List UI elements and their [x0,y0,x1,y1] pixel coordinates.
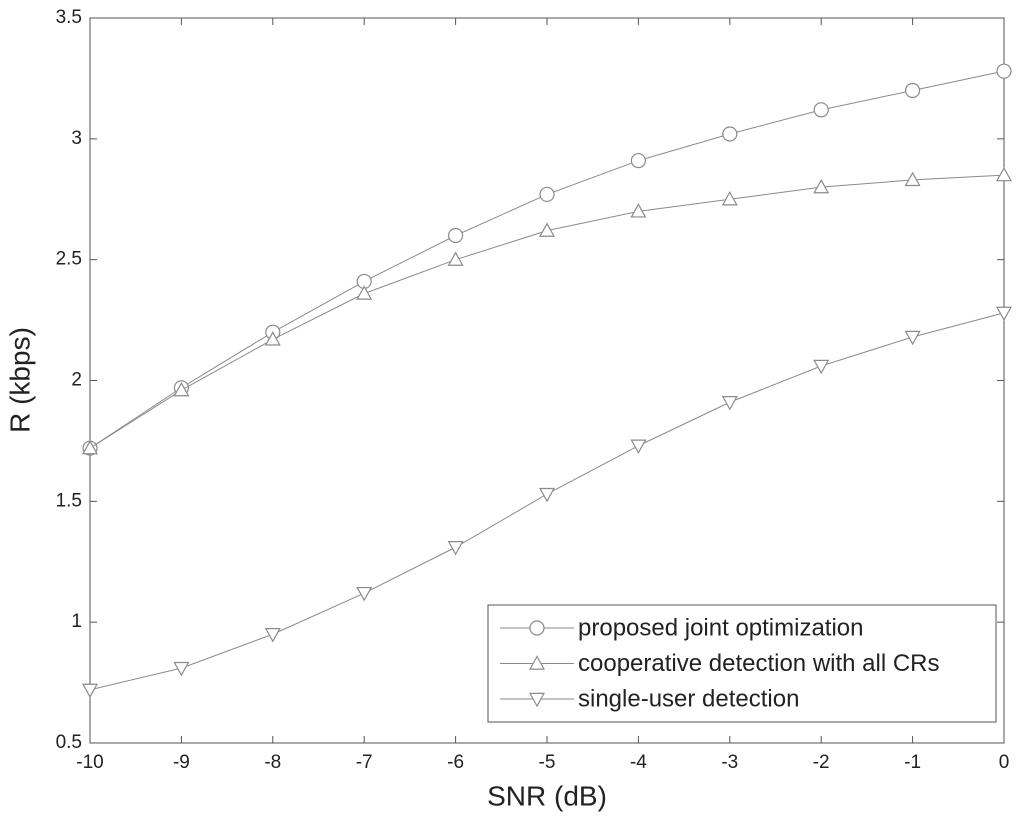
data-point [539,186,555,203]
x-tick-label: -7 [356,752,373,773]
legend-label: single-user detection [578,685,799,712]
x-tick-label: 0 [999,752,1010,773]
y-tick-label: 2.5 [56,249,82,270]
x-tick-label: -3 [721,752,738,773]
data-point [173,381,190,397]
y-tick-label: 3 [71,128,82,149]
y-tick-label: 2 [71,370,82,391]
data-point [538,222,556,237]
data-point [447,251,464,266]
data-point [538,487,556,503]
data-point [904,82,921,99]
data-point [813,178,830,194]
x-tick-label: -10 [76,752,103,773]
data-point [721,191,738,206]
data-point [173,661,190,677]
data-point [81,439,99,455]
data-point [995,306,1013,322]
data-point [81,683,99,699]
data-point [630,439,647,454]
x-tick-label: -6 [447,752,464,773]
series-line [89,70,1005,449]
x-tick-label: -9 [173,752,190,773]
legend-label: cooperative detection with all CRs [578,650,940,677]
data-point [630,152,647,169]
data-point [721,396,738,411]
data-point [722,126,738,142]
data-point [264,628,281,643]
legend-label: proposed joint optimization [578,614,864,641]
y-tick-label: 1 [71,611,82,632]
data-point [356,586,373,602]
series-line [89,174,1005,449]
y-tick-label: 0.5 [56,732,82,753]
data-point [996,63,1012,79]
x-tick-label: -1 [904,752,921,773]
y-tick-label: 3.5 [56,7,82,28]
y-tick-label: 1.5 [56,490,82,511]
x-tick-label: -4 [630,752,647,773]
x-tick-label: -5 [539,752,556,773]
data-point [264,331,281,346]
data-point [904,330,921,346]
legend-marker [528,692,546,708]
x-axis-label: SNR (dB) [487,780,607,811]
data-point [448,227,464,244]
data-point [813,102,829,118]
data-point [813,359,830,375]
x-tick-label: -2 [813,752,830,773]
data-point [356,285,373,300]
legend-marker [529,620,545,636]
data-point [630,203,647,218]
x-tick-label: -8 [264,752,281,773]
y-axis-label: R (kbps) [4,327,35,433]
data-point [904,171,921,187]
data-point [995,166,1013,182]
legend-marker [528,655,546,670]
data-point [447,541,464,556]
